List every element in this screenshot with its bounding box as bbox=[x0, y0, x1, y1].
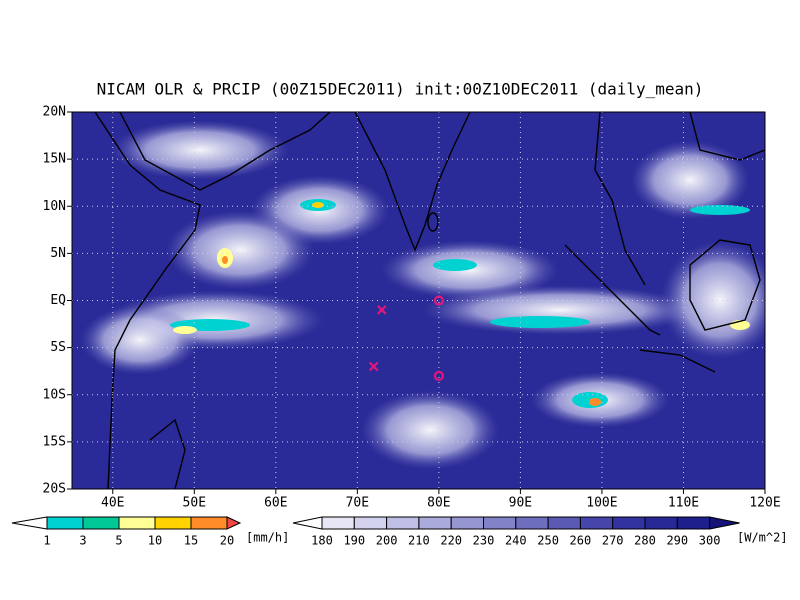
marker-circle bbox=[433, 370, 444, 381]
colorbar-high bbox=[226, 516, 242, 530]
lat-label: 15N bbox=[43, 152, 66, 167]
colorbar-box bbox=[82, 516, 120, 530]
colorbar-label: 3 bbox=[79, 534, 86, 548]
colorbar-box bbox=[154, 516, 192, 530]
lon-label: 100E bbox=[586, 496, 617, 511]
colorbar-label: 300 bbox=[699, 534, 721, 548]
colorbar-label: 15 bbox=[184, 534, 198, 548]
lat-label: 10S bbox=[43, 387, 66, 402]
map-field bbox=[72, 112, 765, 489]
colorbar-label: 180 bbox=[311, 534, 333, 548]
lat-label: 20S bbox=[43, 482, 66, 497]
colorbar-label: 290 bbox=[666, 534, 688, 548]
marker-layer bbox=[368, 295, 444, 381]
lat-label: 20N bbox=[43, 105, 66, 120]
lat-label: 5S bbox=[50, 340, 66, 355]
colorbar-box bbox=[547, 516, 581, 530]
colorbar-unit: [W/m^2] bbox=[737, 531, 788, 545]
coastlines bbox=[94, 112, 765, 489]
colorbar-label: 20 bbox=[220, 534, 234, 548]
colorbar-box bbox=[483, 516, 517, 530]
colorbar-box bbox=[353, 516, 388, 530]
colorbar-label: 190 bbox=[343, 534, 365, 548]
lon-label: 50E bbox=[183, 496, 206, 511]
lon-label: 120E bbox=[749, 496, 780, 511]
lat-label: 10N bbox=[43, 199, 66, 214]
colorbar-box bbox=[386, 516, 420, 530]
marker-cross bbox=[377, 305, 387, 315]
colorbar-label: 10 bbox=[148, 534, 162, 548]
colorbar-label: 230 bbox=[473, 534, 495, 548]
lat-label: 5N bbox=[50, 246, 66, 261]
colorbar-box bbox=[118, 516, 156, 530]
map-title: NICAM OLR & PRCIP (00Z15DEC2011) init:00… bbox=[97, 80, 704, 99]
precip-spots bbox=[170, 199, 750, 408]
colorbar-box bbox=[676, 516, 711, 530]
map-frame bbox=[71, 111, 766, 490]
colorbar-label: 240 bbox=[505, 534, 527, 548]
colorbars: 1 3 5 10 15 20 [mm/h] 180 190 200 210 220 230 240 250 2… bbox=[11, 516, 788, 548]
colorbar-high bbox=[709, 516, 740, 530]
marker-cross bbox=[368, 361, 379, 372]
marker-circle bbox=[433, 295, 444, 306]
colorbar-label: 200 bbox=[376, 534, 398, 548]
colorbar-box bbox=[579, 516, 614, 530]
colorbar-label: 210 bbox=[408, 534, 430, 548]
colorbar-box bbox=[450, 516, 485, 530]
colorbar-label: 280 bbox=[634, 534, 656, 548]
lon-label: 110E bbox=[668, 496, 699, 511]
colorbar-low bbox=[292, 516, 323, 530]
lon-label: 60E bbox=[264, 496, 287, 511]
tick-labels: 20N 15N 10N 5N EQ 5S 10S 15S 20S 40E 50E 60E 70E 80E 9… bbox=[43, 105, 781, 511]
colorbar-label: 260 bbox=[570, 534, 592, 548]
lon-label: 90E bbox=[509, 496, 532, 511]
colorbar-box bbox=[515, 516, 549, 530]
colorbar-label: 220 bbox=[440, 534, 462, 548]
lon-label: 70E bbox=[346, 496, 369, 511]
lon-label: 40E bbox=[101, 496, 124, 511]
colorbar-label: 5 bbox=[115, 534, 122, 548]
lat-label: 15S bbox=[43, 434, 66, 449]
colorbar-box bbox=[644, 516, 678, 530]
lon-label: 80E bbox=[427, 496, 450, 511]
colorbar-box bbox=[418, 516, 452, 530]
colorbar-low bbox=[11, 516, 48, 530]
colorbar-box bbox=[321, 516, 355, 530]
lat-label: EQ bbox=[50, 293, 66, 308]
colorbar-box bbox=[190, 516, 228, 530]
colorbar-label: 250 bbox=[537, 534, 559, 548]
colorbar-unit: [mm/h] bbox=[246, 531, 289, 545]
colorbar-box bbox=[46, 516, 84, 530]
colorbar-label: 270 bbox=[602, 534, 624, 548]
colorbar-label: 1 bbox=[43, 534, 50, 548]
colorbar-box bbox=[612, 516, 646, 530]
